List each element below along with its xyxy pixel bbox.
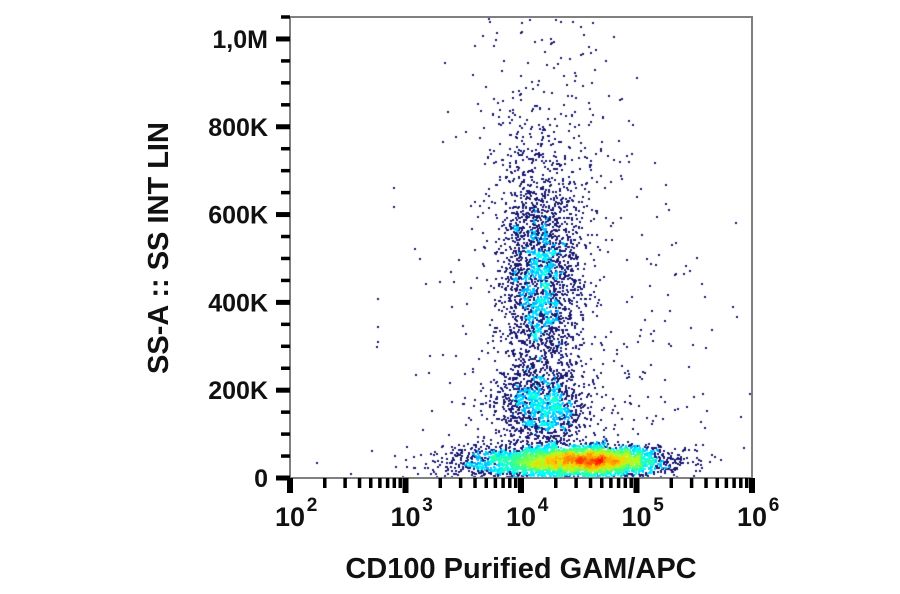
svg-text:6: 6 [769,495,780,516]
svg-text:10: 10 [737,502,767,532]
svg-text:4: 4 [538,495,549,516]
y-tick-label: 400K [208,289,268,317]
svg-text:3: 3 [422,495,433,516]
y-tick-label: 1,0M [212,26,268,54]
y-tick-label: 0 [254,465,268,493]
svg-text:5: 5 [653,495,664,516]
svg-text:10: 10 [621,502,651,532]
y-tick-label: 200K [208,377,268,405]
plot-frame [289,16,753,479]
y-tick-label: 800K [208,114,268,142]
svg-text:10: 10 [506,502,536,532]
y-axis-title: SS-A :: SS INT LIN [143,122,175,374]
svg-text:2: 2 [307,495,318,516]
svg-text:10: 10 [390,502,420,532]
x-axis-title: CD100 Purified GAM/APC [345,553,696,585]
y-tick-label: 600K [208,202,268,230]
svg-text:10: 10 [275,502,305,532]
